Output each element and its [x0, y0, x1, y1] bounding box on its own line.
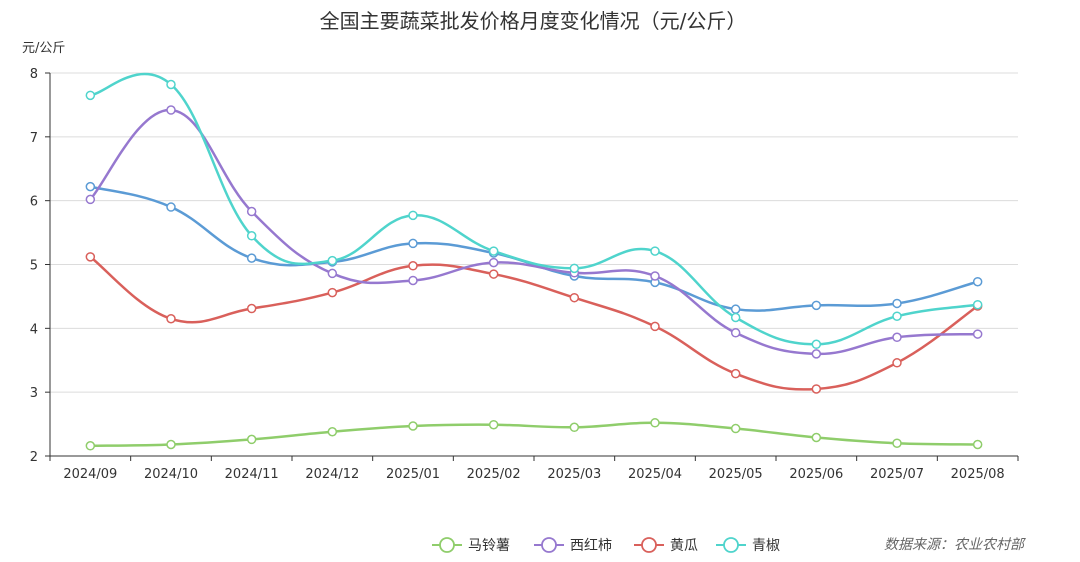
data-point-s1-1 — [166, 105, 176, 115]
data-point-s2-10 — [892, 358, 902, 368]
series-points — [85, 79, 983, 451]
y-axis-unit-label: 元/公斤 — [22, 41, 65, 56]
data-point-s4-9 — [811, 300, 822, 311]
data-point-s3-3 — [327, 255, 338, 266]
data-point-s4-11 — [972, 276, 983, 287]
data-point-s0-9 — [811, 432, 822, 443]
x-tick-label: 2024/09 — [63, 467, 117, 482]
data-point-s1-5 — [488, 257, 499, 268]
data-point-s3-2 — [246, 231, 257, 241]
data-point-s2-5 — [488, 269, 499, 279]
series-line-2 — [89, 255, 979, 391]
x-tick-label: 2025/08 — [951, 467, 1005, 482]
data-point-s4-2 — [246, 253, 257, 263]
data-point-s3-9 — [811, 339, 822, 350]
data-point-s2-6 — [569, 292, 580, 303]
data-point-s2-3 — [327, 287, 338, 298]
x-tick-label: 2024/10 — [144, 467, 198, 482]
legend-marker-0 — [439, 537, 455, 553]
data-point-s3-7 — [650, 246, 660, 256]
data-point-s0-2 — [246, 434, 257, 445]
data-point-s3-5 — [488, 246, 499, 256]
legend-label-0: 马铃薯 — [468, 538, 510, 554]
y-tick-label: 6 — [30, 195, 38, 210]
legend-label-2: 黄瓜 — [670, 537, 698, 554]
data-point-s1-0 — [85, 194, 96, 205]
data-point-s1-10 — [892, 332, 902, 343]
x-tick-label: 2025/07 — [870, 467, 924, 482]
source-note: 数据来源：农业农村部 — [884, 537, 1026, 553]
x-tick-label: 2025/01 — [386, 467, 440, 482]
x-tick-label: 2025/03 — [547, 467, 601, 482]
data-point-s0-4 — [408, 421, 418, 431]
y-axis-ticks: 2 3 4 5 6 7 8 — [30, 67, 50, 465]
data-point-s3-8 — [730, 312, 741, 323]
legend[interactable]: 马铃薯 西红柿 黄瓜 青椒 — [432, 537, 780, 554]
x-axis-ticks: 2024/09 2024/10 2024/11 2024/12 2025/01 2025/… — [49, 456, 1019, 482]
data-point-s0-5 — [488, 419, 499, 430]
series-lines — [89, 72, 979, 448]
data-point-s3-10 — [892, 311, 902, 321]
x-tick-label: 2025/06 — [789, 467, 843, 482]
data-point-s0-11 — [972, 439, 983, 450]
data-point-s3-0 — [85, 90, 96, 101]
data-point-s0-7 — [650, 418, 660, 428]
x-tick-label: 2025/04 — [628, 467, 682, 482]
y-tick-label: 7 — [30, 131, 38, 146]
data-point-s3-4 — [408, 210, 418, 221]
data-point-s2-1 — [166, 314, 176, 324]
series-line-1 — [89, 108, 978, 356]
x-tick-label: 2024/12 — [305, 467, 359, 482]
data-point-s4-10 — [892, 298, 902, 309]
legend-label-3: 青椒 — [752, 538, 780, 554]
data-point-s2-9 — [811, 384, 822, 394]
y-tick-label: 4 — [30, 322, 38, 337]
data-point-s0-10 — [892, 438, 902, 448]
data-point-s4-8 — [730, 304, 741, 314]
x-tick-label: 2025/02 — [467, 467, 521, 482]
data-point-s1-2 — [246, 206, 257, 217]
data-point-s1-4 — [408, 275, 418, 286]
data-point-s3-1 — [166, 79, 176, 90]
data-point-s0-0 — [85, 441, 96, 451]
x-tick-label: 2025/05 — [709, 467, 763, 482]
legend-marker-2 — [641, 537, 657, 553]
data-point-s3-6 — [569, 263, 580, 274]
series-line-3 — [90, 72, 978, 346]
chart-title: 全国主要蔬菜批发价格月度变化情况（元/公斤） — [320, 9, 747, 33]
legend-marker-3 — [723, 537, 739, 553]
y-tick-label: 3 — [30, 386, 38, 401]
data-point-s0-6 — [569, 422, 580, 433]
data-point-s0-1 — [166, 439, 176, 450]
data-point-s2-4 — [408, 261, 418, 271]
data-point-s1-7 — [650, 271, 660, 281]
legend-label-1: 西红柿 — [570, 537, 612, 554]
y-tick-label: 5 — [30, 259, 38, 274]
data-point-s0-3 — [327, 426, 338, 437]
data-point-s2-0 — [85, 252, 96, 262]
series-line-4 — [90, 185, 978, 312]
data-point-s2-2 — [246, 303, 257, 314]
y-tick-label: 8 — [30, 67, 38, 82]
data-point-s2-8 — [730, 368, 741, 379]
legend-marker-1 — [541, 537, 557, 553]
data-point-s4-4 — [408, 238, 418, 249]
data-point-s1-11 — [972, 329, 983, 339]
x-tick-label: 2024/11 — [225, 467, 279, 482]
y-tick-label: 2 — [30, 450, 38, 465]
series-line-0 — [90, 421, 978, 448]
data-point-s2-7 — [650, 321, 660, 332]
data-point-s1-3 — [327, 268, 338, 279]
data-point-s4-0 — [85, 181, 96, 192]
data-point-s4-1 — [166, 202, 176, 212]
data-point-s1-8 — [730, 328, 741, 338]
data-point-s0-8 — [730, 423, 741, 434]
data-point-s3-11 — [972, 299, 983, 310]
data-point-s1-9 — [811, 349, 822, 359]
